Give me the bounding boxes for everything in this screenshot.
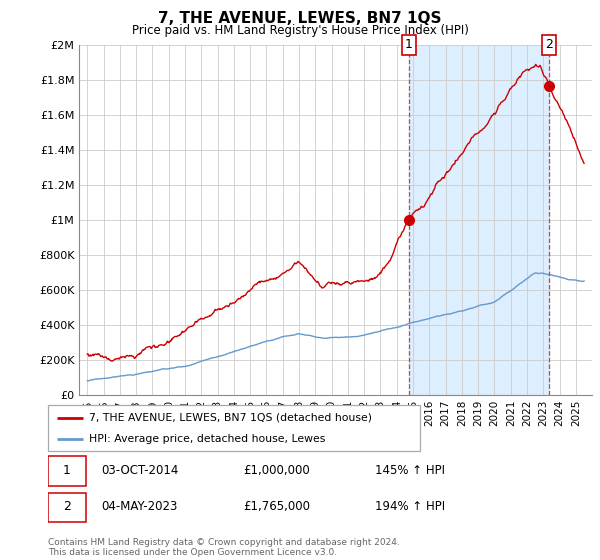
Text: Price paid vs. HM Land Registry's House Price Index (HPI): Price paid vs. HM Land Registry's House … [131, 24, 469, 36]
Text: 03-OCT-2014: 03-OCT-2014 [101, 464, 178, 477]
FancyBboxPatch shape [48, 405, 420, 451]
Text: Contains HM Land Registry data © Crown copyright and database right 2024.
This d: Contains HM Land Registry data © Crown c… [48, 538, 400, 557]
Text: 7, THE AVENUE, LEWES, BN7 1QS (detached house): 7, THE AVENUE, LEWES, BN7 1QS (detached … [89, 413, 372, 423]
Text: 04-MAY-2023: 04-MAY-2023 [101, 500, 177, 513]
Text: 2: 2 [545, 38, 553, 52]
FancyBboxPatch shape [48, 456, 86, 486]
Text: 2: 2 [63, 500, 71, 513]
Text: £1,000,000: £1,000,000 [244, 464, 310, 477]
Text: 194% ↑ HPI: 194% ↑ HPI [376, 500, 445, 513]
Text: 1: 1 [63, 464, 71, 477]
Text: 145% ↑ HPI: 145% ↑ HPI [376, 464, 445, 477]
Text: 1: 1 [405, 38, 413, 52]
Text: HPI: Average price, detached house, Lewes: HPI: Average price, detached house, Lewe… [89, 434, 325, 444]
Text: £1,765,000: £1,765,000 [244, 500, 310, 513]
FancyBboxPatch shape [48, 493, 86, 522]
Bar [409, 45, 549, 395]
Text: 7, THE AVENUE, LEWES, BN7 1QS: 7, THE AVENUE, LEWES, BN7 1QS [158, 11, 442, 26]
